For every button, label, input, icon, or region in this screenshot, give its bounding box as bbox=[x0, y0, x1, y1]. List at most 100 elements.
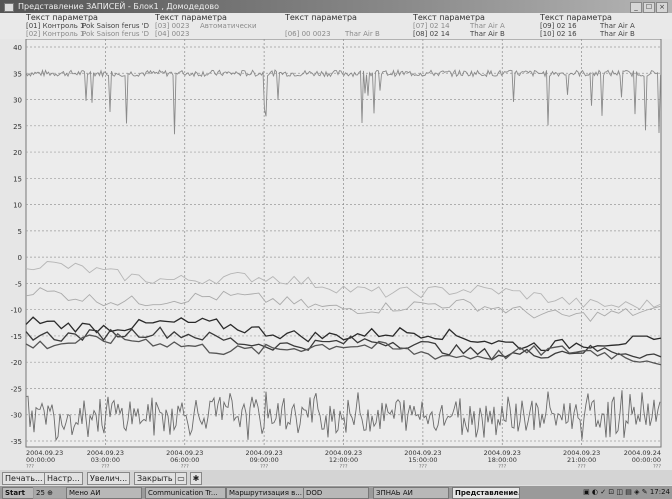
settings-icon[interactable]: ✱ bbox=[190, 472, 202, 485]
legend-area: Текст параметра [01] Контроль 1 [02] Кон… bbox=[0, 13, 672, 39]
x-tick-sub: ??? bbox=[26, 464, 34, 470]
y-tick-label: -30 bbox=[11, 412, 22, 420]
legend-item: [06] 00 0023 bbox=[285, 30, 331, 38]
y-tick-label: 15 bbox=[13, 175, 22, 183]
legend-item: [08] 02 14 bbox=[413, 30, 450, 38]
legend-item: Thar Air A bbox=[600, 22, 635, 30]
legend-item: [03] 0023 bbox=[155, 22, 190, 30]
legend-item: Pok Saison ferus 'D bbox=[82, 30, 150, 38]
y-tick-label: 30 bbox=[13, 97, 22, 105]
x-tick-date: 2004.09.23 bbox=[166, 449, 203, 457]
taskbar-item[interactable]: Communication Tr... bbox=[145, 487, 226, 499]
x-tick-sub: ??? bbox=[419, 464, 427, 470]
taskbar-item-active[interactable]: Представление... bbox=[452, 487, 520, 499]
page-icon[interactable]: ▭ bbox=[175, 472, 187, 485]
legend-item: Thar Air B bbox=[600, 30, 635, 38]
taskbar-item[interactable]: DOD bbox=[303, 487, 369, 499]
taskbar-item[interactable]: ЗПНАЬ АИ bbox=[373, 487, 449, 499]
series-line-light-mid bbox=[25, 261, 662, 310]
y-tick-label: -15 bbox=[11, 333, 22, 341]
settings-button[interactable]: Настр... bbox=[44, 472, 83, 485]
x-tick-sub: ??? bbox=[498, 464, 506, 470]
x-tick-time: 18:00:00 bbox=[488, 456, 517, 464]
legend-header: Текст параметра bbox=[540, 13, 612, 22]
legend-header: Текст параметра bbox=[413, 13, 485, 22]
tray-icons: ▣ ◐ ✓ ⊡ ◫ ▤ ◈ ✎ bbox=[583, 488, 650, 496]
series-line-upper-noise bbox=[25, 68, 661, 135]
series-group bbox=[25, 68, 662, 442]
x-axis: 2004.09.2300:00:00???2004.09.2303:00:00?… bbox=[26, 449, 661, 470]
y-tick-label: 20 bbox=[13, 149, 22, 157]
y-tick-label: -25 bbox=[11, 385, 22, 393]
y-tick-label: 25 bbox=[13, 123, 22, 131]
y-tick-label: 5 bbox=[18, 228, 22, 236]
legend-item: [04] 0023 bbox=[155, 30, 190, 38]
trend-chart[interactable]: 40 35 30 25 20 15 10 5 0 -5 -10 -15 -20 -25 -30 -35 200… bbox=[0, 39, 672, 470]
y-tick-label: 40 bbox=[13, 44, 22, 52]
legend-item: Thar Air B bbox=[345, 30, 380, 38]
y-tick-label: -10 bbox=[11, 307, 22, 315]
x-tick-time: 00:00:00 bbox=[26, 456, 55, 464]
x-tick-sub: ??? bbox=[260, 464, 268, 470]
x-tick-sub: ??? bbox=[181, 464, 189, 470]
legend-header: Текст параметра bbox=[155, 13, 227, 22]
grid bbox=[26, 39, 661, 447]
series-line-light-mid-2 bbox=[25, 287, 662, 323]
series-line-dark-3 bbox=[25, 332, 662, 366]
y-tick-label: 35 bbox=[13, 70, 22, 78]
x-tick-time: 06:00:00 bbox=[170, 456, 199, 464]
x-tick-time: 21:00:00 bbox=[567, 456, 596, 464]
app-icon bbox=[4, 3, 14, 12]
x-tick-time: 12:00:00 bbox=[329, 456, 358, 464]
legend-header: Текст параметра bbox=[285, 13, 357, 22]
legend-item: [02] Контроль 1 bbox=[26, 30, 85, 38]
start-button[interactable]: Start bbox=[2, 487, 34, 499]
os-taskbar: Start 25 ⊕ Мено АИ Communication Tr... М… bbox=[0, 485, 672, 499]
legend-header: Текст параметра bbox=[26, 13, 98, 22]
quick-launch[interactable]: 25 ⊕ bbox=[33, 487, 67, 499]
series-line-dark-2 bbox=[25, 326, 662, 361]
legend-item: [09] 02 16 bbox=[540, 22, 577, 30]
chart-toolbar: Печать... Настр... Увелич... Закрыть ▭ ✱ bbox=[0, 470, 672, 485]
x-tick-date: 2004.09.24 bbox=[624, 449, 661, 457]
x-tick-time: 03:00:00 bbox=[91, 456, 120, 464]
y-tick-label: 10 bbox=[13, 202, 22, 210]
y-tick-label: -20 bbox=[11, 359, 22, 367]
x-tick-date: 2004.09.23 bbox=[404, 449, 441, 457]
x-tick-sub: ??? bbox=[340, 464, 348, 470]
x-tick-time: 15:00:00 bbox=[408, 456, 437, 464]
zoom-button[interactable]: Увелич... bbox=[87, 472, 131, 485]
legend-item: [10] 02 16 bbox=[540, 30, 577, 38]
window-title-bar[interactable]: Представление ЗАПИСЕЙ - Блок1 , Домодедо… bbox=[0, 0, 672, 13]
taskbar-item[interactable]: Маршрутизация в... bbox=[226, 487, 306, 499]
x-tick-date: 2004.09.23 bbox=[484, 449, 521, 457]
window-controls: _ ☐ × bbox=[630, 2, 668, 13]
y-axis: 40 35 30 25 20 15 10 5 0 -5 -10 -15 -20 -25 -30 -35 bbox=[11, 44, 22, 446]
x-tick-time: 00:00:00 bbox=[632, 456, 661, 464]
legend-item: Pok Saison ferus 'D bbox=[82, 22, 150, 30]
print-button[interactable]: Печать... bbox=[2, 472, 46, 485]
y-tick-label: 0 bbox=[18, 254, 22, 262]
legend-item: [07] 02 14 bbox=[413, 22, 450, 30]
x-tick-sub: ??? bbox=[578, 464, 586, 470]
y-tick-label: -5 bbox=[15, 280, 22, 288]
legend-item: Автоматически bbox=[200, 22, 257, 30]
clock: 17:24 bbox=[649, 488, 670, 496]
x-tick-time: 09:00:00 bbox=[250, 456, 279, 464]
legend-item: [01] Контроль 1 bbox=[26, 22, 85, 30]
minimize-button[interactable]: _ bbox=[630, 2, 642, 13]
x-tick-date: 2004.09.23 bbox=[26, 449, 63, 457]
system-tray: ▣ ◐ ✓ ⊡ ◫ ▤ ◈ ✎ 17:24 bbox=[583, 487, 670, 497]
close-button[interactable]: × bbox=[656, 2, 668, 13]
x-tick-date: 2004.09.23 bbox=[87, 449, 124, 457]
x-tick-date: 2004.09.23 bbox=[246, 449, 283, 457]
x-tick-date: 2004.09.23 bbox=[325, 449, 362, 457]
close-chart-button[interactable]: Закрыть bbox=[134, 472, 176, 485]
window-title: Представление ЗАПИСЕЙ - Блок1 , Домодедо… bbox=[18, 2, 219, 11]
taskbar-item[interactable]: Мено АИ bbox=[66, 487, 142, 499]
x-tick-sub: ??? bbox=[101, 464, 109, 470]
maximize-button[interactable]: ☐ bbox=[643, 2, 655, 13]
legend-item: Thar Air A bbox=[470, 22, 505, 30]
series-line-bottom-noise bbox=[25, 390, 661, 442]
x-tick-sub: ??? bbox=[653, 464, 661, 470]
